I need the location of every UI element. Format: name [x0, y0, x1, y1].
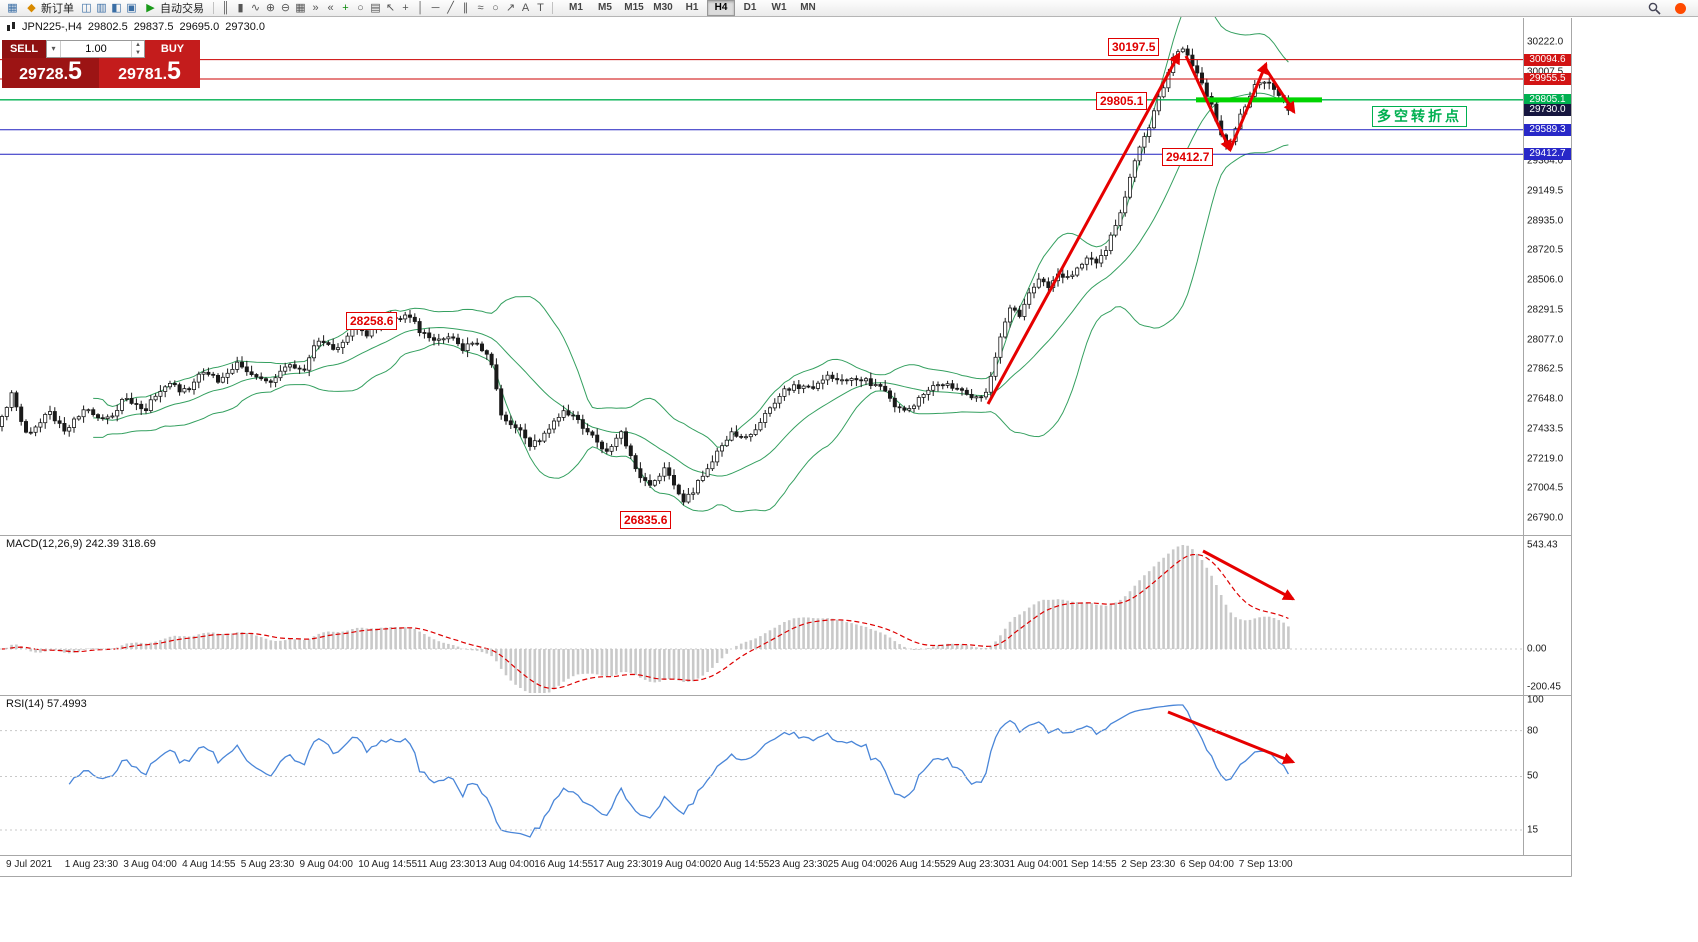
- indicators-icon[interactable]: +: [342, 1, 349, 14]
- timeframe-h4[interactable]: H4: [707, 0, 735, 16]
- new-order-button[interactable]: ◆ 新订单: [21, 1, 78, 16]
- buy-price[interactable]: 29781. 5: [99, 58, 200, 88]
- timeframe-m5[interactable]: M5: [598, 2, 612, 13]
- terminal-icon[interactable]: ▣: [126, 1, 137, 14]
- buy-price-main: 29781.: [118, 66, 168, 83]
- timeframe-w1[interactable]: W1: [771, 2, 787, 13]
- sell-price[interactable]: 29728. 5: [2, 58, 99, 88]
- timeframe-m30[interactable]: M30: [653, 2, 673, 13]
- market-watch-icon[interactable]: ▥: [96, 1, 107, 14]
- horizontal-line-icon[interactable]: ─: [431, 1, 440, 14]
- autotrading-label: 自动交易: [160, 3, 204, 15]
- lot-dropdown-icon[interactable]: ▾: [47, 41, 61, 57]
- bollinger-layer: [93, 0, 1289, 513]
- trendline-icon[interactable]: ╱: [447, 1, 454, 14]
- vertical-line-icon[interactable]: │: [417, 1, 424, 14]
- periods-icon[interactable]: ○: [357, 1, 364, 14]
- tile-windows-icon[interactable]: ▦: [295, 1, 306, 14]
- timeframe-toolbar: M1 M5 M15 M30 H1 H4 D1 W1 MN: [562, 0, 822, 16]
- timeframe-mn[interactable]: MN: [800, 2, 816, 13]
- timeframe-m15[interactable]: M15: [624, 2, 644, 13]
- sell-price-big-digit: 5: [68, 57, 82, 85]
- fibonacci-icon[interactable]: ≈: [477, 1, 484, 14]
- text-label-icon[interactable]: T: [537, 1, 544, 14]
- cursor-icon[interactable]: ↖: [385, 1, 396, 14]
- sell-price-main: 29728.: [19, 66, 69, 83]
- quote-high: 29837.5: [133, 21, 174, 33]
- macd-label: MACD(12,26,9) 242.39 318.69: [6, 538, 156, 550]
- zoom-in-icon[interactable]: ⊕: [265, 1, 276, 14]
- main-toolbar: ▦ ◆ 新订单 ◫ ▥ ◧ ▣ ▶ 自动交易 ║ ▮ ∿ ⊕ ⊖ ▦ » « + ○ ▤ ↖ + │ ─ ╱ ∥ ≈ ○ ↗…: [0, 0, 1698, 17]
- annotations-layer: [986, 51, 1322, 765]
- new-chart-icon[interactable]: ▦: [7, 1, 18, 14]
- chart-shift-icon[interactable]: «: [327, 1, 334, 14]
- autotrading-button[interactable]: ▶ 自动交易: [140, 1, 208, 16]
- sell-button[interactable]: SELL: [2, 40, 46, 58]
- timeframe-m1[interactable]: M1: [569, 2, 583, 13]
- channel-icon[interactable]: ∥: [462, 1, 469, 14]
- lot-stepper: ▲ ▼: [131, 41, 144, 57]
- grid-layer: [0, 18, 1572, 877]
- one-click-trading-panel: SELL ▾ ▲ ▼ BUY 29728. 5 29781. 5: [2, 40, 200, 88]
- bar-chart-icon[interactable]: ║: [221, 1, 230, 14]
- symbol-chart-icon: [7, 22, 15, 31]
- lot-size-input[interactable]: [61, 41, 131, 57]
- timeframe-h1[interactable]: H1: [685, 2, 699, 13]
- new-order-icon: ◆: [27, 1, 36, 14]
- zoom-out-icon[interactable]: ⊖: [280, 1, 291, 14]
- crosshair-icon[interactable]: +: [402, 1, 409, 14]
- quote-header: JPN225-,H4 29802.5 29837.5 29695.0 29730…: [6, 21, 265, 33]
- text-icon[interactable]: A: [521, 1, 530, 14]
- macd-layer: [1, 545, 1290, 693]
- arrows-icon[interactable]: ↗: [505, 1, 516, 14]
- rsi-layer: [68, 704, 1289, 838]
- new-order-label: 新订单: [41, 3, 74, 15]
- templates-icon[interactable]: ▤: [370, 1, 381, 14]
- auto-scroll-icon[interactable]: »: [312, 1, 319, 14]
- quote-close: 29730.0: [225, 21, 265, 33]
- lot-decrease-icon[interactable]: ▼: [135, 50, 141, 56]
- lot-increase-icon[interactable]: ▲: [135, 42, 141, 48]
- navigator-icon[interactable]: ◧: [111, 1, 122, 14]
- symbol-period: JPN225-,H4: [22, 21, 82, 33]
- buy-button[interactable]: BUY: [145, 40, 200, 58]
- toolbar-separator: [552, 2, 553, 14]
- timeframe-d1[interactable]: D1: [743, 2, 757, 13]
- line-chart-icon[interactable]: ∿: [250, 1, 261, 14]
- candles-layer: [0, 45, 1291, 506]
- shapes-icon[interactable]: ○: [492, 1, 499, 14]
- buy-price-big-digit: 5: [167, 57, 181, 85]
- charts-grid-icon[interactable]: ◫: [81, 1, 92, 14]
- notification-badge[interactable]: [1675, 2, 1686, 14]
- search-icon[interactable]: [1648, 2, 1661, 15]
- levels-layer: [0, 59, 1523, 155]
- quote-open: 29802.5: [87, 21, 128, 33]
- autotrading-play-icon: ▶: [146, 1, 155, 14]
- quote-low: 29695.0: [179, 21, 220, 33]
- lot-size-box: ▾ ▲ ▼: [46, 40, 145, 58]
- rsi-label: RSI(14) 57.4993: [6, 698, 87, 710]
- candlestick-icon[interactable]: ▮: [237, 1, 244, 14]
- toolbar-separator: [213, 2, 214, 14]
